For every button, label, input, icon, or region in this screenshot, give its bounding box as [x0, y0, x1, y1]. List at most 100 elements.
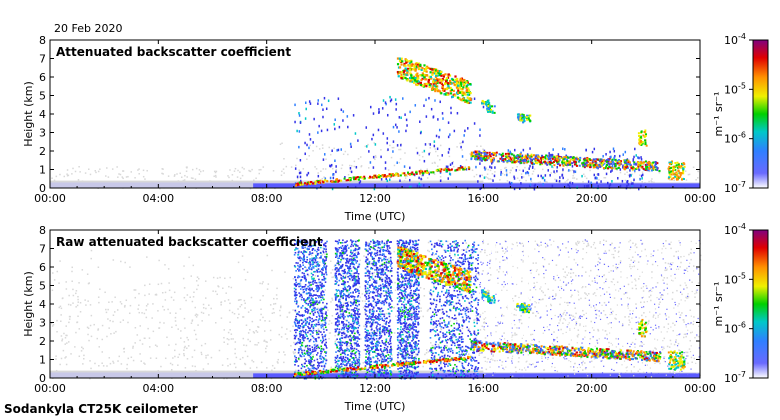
noise-pixel — [202, 307, 205, 309]
noise-pixel — [380, 149, 382, 151]
precip-pixel — [304, 152, 306, 156]
noise-pixel — [389, 144, 391, 147]
cloud-pixel — [682, 178, 685, 181]
precip-pixel — [522, 148, 525, 152]
cloud-pixel — [536, 162, 539, 165]
noise-pixel — [345, 375, 348, 378]
noise-pixel — [290, 166, 293, 168]
noise-pixel — [145, 305, 148, 307]
cloud-pixel — [521, 114, 524, 117]
noise-pixel — [530, 180, 533, 183]
noise-pixel — [625, 291, 628, 294]
noise-pixel — [161, 168, 163, 170]
noise-pixel — [609, 308, 612, 310]
cloud-pixel — [462, 83, 466, 86]
precip-pixel — [533, 187, 536, 191]
noise-pixel — [431, 344, 434, 347]
cloud-pixel — [656, 168, 659, 171]
noise-pixel — [309, 302, 312, 304]
noise-pixel — [589, 337, 592, 340]
noise-pixel — [200, 351, 203, 354]
noise-pixel — [614, 250, 616, 252]
noise-pixel — [195, 280, 198, 282]
noise-pixel — [511, 334, 514, 337]
noise-pixel — [299, 279, 302, 282]
noise-pixel — [157, 283, 160, 286]
noise-pixel — [191, 319, 194, 321]
noise-pixel — [312, 329, 315, 332]
noise-pixel — [678, 303, 680, 305]
noise-pixel — [525, 187, 527, 190]
cloud-pixel — [400, 71, 403, 74]
noise-pixel — [298, 268, 301, 271]
cloud-pixel — [669, 162, 672, 165]
noise-pixel — [321, 294, 323, 297]
cloud-pixel — [413, 65, 416, 68]
noise-pixel — [312, 295, 314, 297]
noise-pixel — [192, 177, 194, 180]
cloud-pixel — [532, 158, 535, 161]
noise-pixel — [359, 259, 361, 262]
noise-pixel — [637, 278, 640, 280]
noise-pixel — [490, 351, 493, 354]
noise-pixel — [60, 357, 63, 360]
noise-pixel — [320, 324, 322, 327]
noise-pixel — [452, 160, 454, 163]
noise-pixel — [321, 333, 323, 336]
noise-pixel — [357, 282, 359, 285]
noise-pixel — [308, 297, 310, 300]
noise-pixel — [316, 373, 319, 375]
noise-pixel — [689, 331, 692, 334]
cloud-pixel — [522, 155, 525, 158]
precip-pixel — [638, 187, 640, 191]
noise-pixel — [322, 337, 324, 340]
noise-pixel — [301, 315, 304, 317]
noise-pixel — [438, 159, 441, 161]
precip-pixel — [521, 176, 523, 179]
noise-pixel — [276, 287, 278, 290]
noise-pixel — [602, 310, 605, 312]
noise-pixel — [582, 360, 584, 363]
precip-pixel — [605, 172, 608, 176]
cloud-pixel — [509, 156, 512, 159]
cloud-pixel — [670, 163, 673, 166]
cloud-base-pixel — [385, 175, 388, 178]
noise-pixel — [280, 336, 283, 338]
cloud-pixel — [682, 172, 685, 175]
noise-pixel — [296, 268, 299, 270]
cloud-pixel — [544, 162, 547, 165]
cloud-pixel — [423, 69, 426, 73]
cloud-pixel — [419, 64, 422, 67]
precip-pixel — [416, 151, 419, 155]
noise-pixel — [479, 160, 481, 163]
noise-pixel — [519, 242, 522, 245]
noise-pixel — [325, 248, 327, 251]
noise-pixel — [311, 252, 314, 254]
precip-pixel — [374, 143, 377, 146]
cloud-pixel — [439, 78, 442, 81]
precip-pixel — [526, 153, 529, 156]
noise-pixel — [306, 344, 309, 347]
noise-pixel — [300, 240, 302, 243]
noise-pixel — [304, 251, 307, 253]
noise-pixel — [191, 300, 194, 303]
cloud-pixel — [575, 158, 578, 161]
cloud-pixel — [449, 92, 453, 95]
noise-pixel — [396, 359, 399, 362]
noise-pixel — [313, 271, 315, 273]
cloud-pixel — [530, 155, 533, 158]
noise-pixel — [385, 243, 387, 245]
noise-pixel — [319, 350, 322, 353]
cloud-pixel — [437, 71, 440, 74]
precip-pixel — [508, 181, 511, 184]
cloud-pixel — [488, 151, 491, 154]
cloud-pixel — [492, 157, 495, 160]
noise-pixel — [546, 181, 548, 183]
noise-pixel — [343, 280, 346, 283]
noise-pixel — [380, 276, 383, 279]
noise-pixel — [540, 298, 542, 301]
cloud-pixel — [402, 76, 405, 79]
noise-pixel — [198, 169, 201, 171]
noise-pixel — [311, 310, 313, 313]
noise-pixel — [321, 274, 323, 276]
